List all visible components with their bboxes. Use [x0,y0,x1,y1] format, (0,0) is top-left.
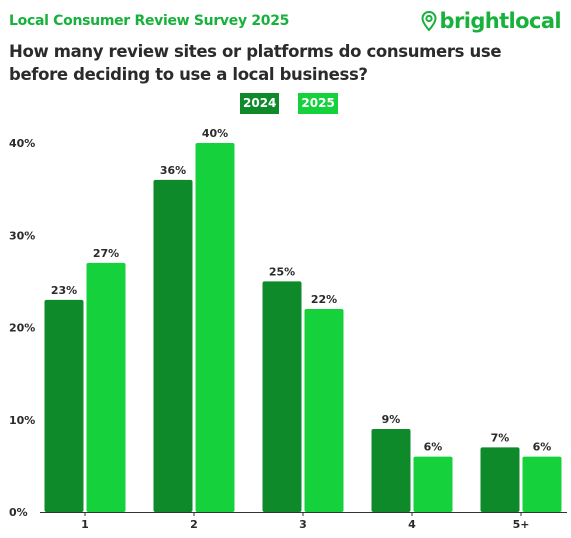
brand-logo: brightlocal [421,9,562,33]
y-tick-label: 30% [9,229,35,242]
bar-2024-1 [44,299,84,512]
brand-name: brightlocal [439,9,562,33]
y-tick-label: 10% [9,414,35,427]
bar-2025-3 [304,309,344,512]
y-tick-label: 20% [9,322,35,335]
data-label: 6% [424,441,443,454]
bar-2025-1 [86,262,126,512]
x-tick-label: 4 [408,518,416,531]
x-tick-label: 3 [299,518,307,531]
y-tick-label: 0% [9,506,28,519]
bar-2024-2 [153,179,193,512]
x-tick-label: 1 [81,518,89,531]
x-tick-label: 2 [190,518,198,531]
data-label: 22% [311,293,337,306]
chart-question: How many review sites or platforms do co… [9,42,502,84]
bar-2024-4 [371,428,411,512]
data-label: 6% [533,441,552,454]
data-label: 40% [202,127,228,140]
y-tick-label: 40% [9,137,35,150]
data-label: 9% [382,413,401,426]
bar-2025-4 [413,456,453,512]
data-label: 36% [160,164,186,177]
legend-item-2025: 2025 [298,93,338,114]
data-label: 7% [491,431,510,444]
chart-legend: 2024 2025 [240,93,338,114]
data-label: 27% [93,247,119,260]
x-tick-label: 5+ [513,518,530,531]
bar-2025-2 [195,143,235,512]
bar-2025-5+ [522,456,562,512]
data-label: 25% [269,265,295,278]
survey-title: Local Consumer Review Survey 2025 [9,13,290,29]
bar-2024-5+ [480,447,520,512]
data-label: 23% [51,284,77,297]
bar-2024-3 [262,281,302,512]
location-pin-icon [421,11,437,31]
legend-item-2024: 2024 [240,93,280,114]
